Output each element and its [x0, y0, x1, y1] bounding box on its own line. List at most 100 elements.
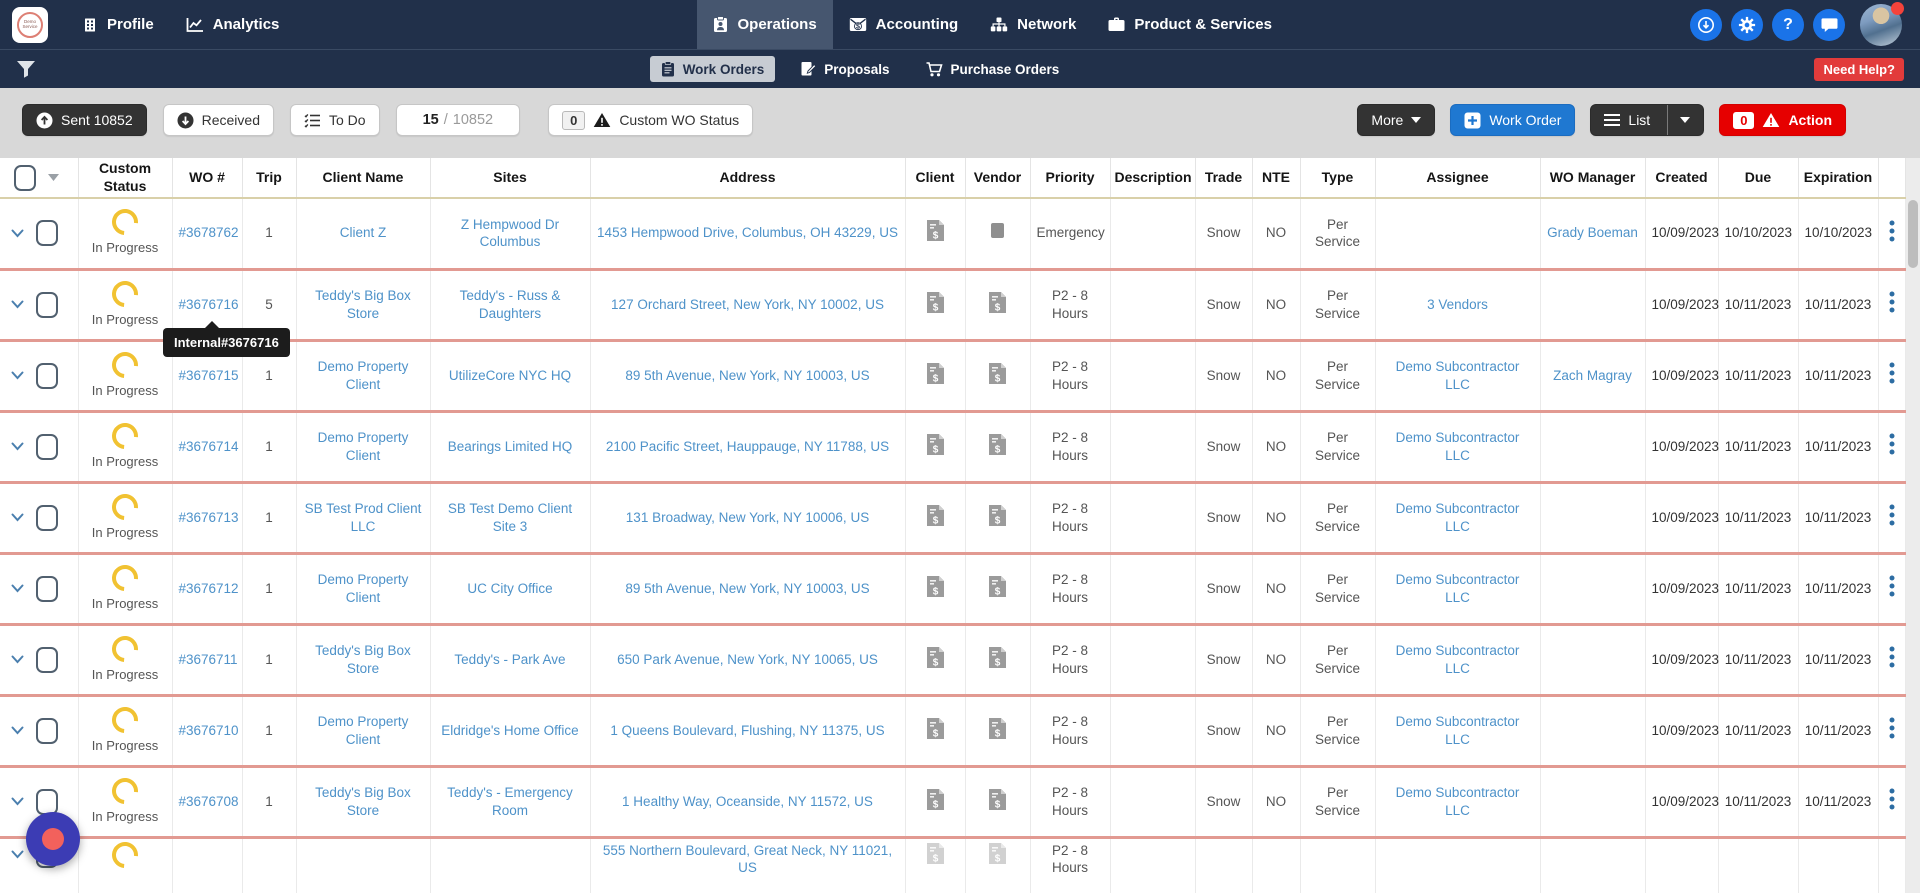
- address-link[interactable]: 131 Broadway, New York, NY 10006, US: [625, 509, 870, 525]
- nav-item-analytics[interactable]: Analytics: [170, 0, 296, 49]
- invoice-document-icon[interactable]: $: [988, 717, 1007, 740]
- row-expander-chevron-icon[interactable]: [11, 797, 24, 806]
- list-view-button[interactable]: List: [1590, 104, 1705, 136]
- column-header-trade[interactable]: Trade: [1195, 158, 1253, 198]
- row-checkbox[interactable]: [36, 717, 58, 744]
- site-link[interactable]: Teddy's - Park Ave: [454, 651, 566, 667]
- invoice-document-icon[interactable]: $: [926, 219, 945, 242]
- address-link[interactable]: 1 Queens Boulevard, Flushing, NY 11375, …: [610, 722, 885, 738]
- wo-number-link[interactable]: #3676708: [178, 793, 239, 809]
- client-name-link[interactable]: SB Test Prod Client LLC: [304, 500, 422, 534]
- address-link[interactable]: 2100 Pacific Street, Hauppauge, NY 11788…: [605, 438, 890, 454]
- wo-number-link[interactable]: #3676712: [178, 580, 239, 596]
- received-button[interactable]: Received: [162, 104, 274, 136]
- invoice-document-icon[interactable]: $: [926, 717, 945, 740]
- column-header-due[interactable]: Due: [1718, 158, 1799, 198]
- column-header-status[interactable]: Custom Status: [78, 158, 173, 198]
- row-expander-chevron-icon[interactable]: [11, 850, 24, 859]
- site-link[interactable]: Teddy's - Emergency Room: [447, 784, 573, 818]
- updates-button[interactable]: [1690, 8, 1723, 41]
- wo-number-link[interactable]: #3676715: [178, 367, 239, 383]
- column-header-type[interactable]: Type: [1300, 158, 1376, 198]
- address-link[interactable]: 650 Park Avenue, New York, NY 10065, US: [617, 651, 878, 667]
- row-menu-kebab-icon[interactable]: [1889, 220, 1895, 242]
- row-expander-chevron-icon[interactable]: [11, 655, 24, 664]
- chat-launcher-button[interactable]: [26, 812, 80, 866]
- row-menu-kebab-icon[interactable]: [1889, 646, 1895, 668]
- row-expander-chevron-icon[interactable]: [11, 726, 24, 735]
- wo-number-link[interactable]: #3676711: [178, 651, 238, 667]
- settings-button[interactable]: [1731, 8, 1764, 41]
- row-checkbox[interactable]: [36, 291, 58, 318]
- chat-button[interactable]: [1813, 8, 1846, 41]
- column-header-created[interactable]: Created: [1645, 158, 1719, 198]
- row-checkbox[interactable]: [36, 788, 58, 815]
- address-link[interactable]: 1453 Hempwood Drive, Columbus, OH 43229,…: [597, 225, 898, 241]
- site-link[interactable]: UtilizeCore NYC HQ: [448, 367, 572, 383]
- invoice-document-icon[interactable]: $: [988, 646, 1007, 669]
- wo-number-link[interactable]: #3678762: [178, 225, 239, 241]
- invoice-document-icon[interactable]: $: [988, 504, 1007, 527]
- invoice-document-icon[interactable]: $: [988, 362, 1007, 385]
- assignee-link[interactable]: Demo Subcontractor LLC: [1395, 784, 1520, 818]
- address-link[interactable]: 89 5th Avenue, New York, NY 10003, US: [625, 580, 870, 596]
- column-header-vendor_att[interactable]: Vendor: [965, 158, 1031, 198]
- need-help-badge[interactable]: Need Help?: [1814, 57, 1904, 81]
- nav-item-product-services[interactable]: Product & Services: [1092, 0, 1288, 49]
- row-expander-chevron-icon[interactable]: [11, 513, 24, 522]
- row-expander-chevron-icon[interactable]: [11, 584, 24, 593]
- invoice-document-icon[interactable]: $: [926, 362, 945, 385]
- site-link[interactable]: Bearings Limited HQ: [447, 438, 573, 454]
- invoice-document-icon[interactable]: $: [988, 842, 1007, 865]
- column-header-expiration[interactable]: Expiration: [1798, 158, 1879, 198]
- column-header-assignee[interactable]: Assignee: [1375, 158, 1541, 198]
- column-header-wo[interactable]: WO #: [172, 158, 243, 198]
- invoice-document-icon[interactable]: $: [926, 291, 945, 314]
- invoice-document-icon[interactable]: $: [926, 433, 945, 456]
- nav-item-operations[interactable]: Operations: [697, 0, 833, 49]
- row-checkbox[interactable]: [36, 220, 58, 247]
- address-link[interactable]: 555 Northern Boulevard, Great Neck, NY 1…: [602, 842, 893, 876]
- assignee-link[interactable]: Demo Subcontractor LLC: [1395, 713, 1520, 747]
- invoice-document-icon[interactable]: $: [926, 646, 945, 669]
- site-link[interactable]: Teddy's - Russ & Daughters: [459, 287, 561, 321]
- assignee-link[interactable]: 3 Vendors: [1427, 296, 1488, 312]
- tab-work-orders[interactable]: Work Orders: [649, 56, 776, 82]
- todo-button[interactable]: To Do: [290, 104, 380, 136]
- assignee-link[interactable]: Demo Subcontractor LLC: [1395, 642, 1520, 676]
- client-name-link[interactable]: Teddy's Big Box Store: [315, 287, 411, 321]
- client-name-link[interactable]: Teddy's Big Box Store: [315, 642, 411, 676]
- column-header-description[interactable]: Description: [1110, 158, 1196, 198]
- row-menu-kebab-icon[interactable]: [1889, 788, 1895, 810]
- row-checkbox[interactable]: [36, 575, 58, 602]
- sent-button[interactable]: Sent 10852: [22, 104, 147, 136]
- user-avatar[interactable]: [1860, 1, 1905, 46]
- more-button[interactable]: More: [1357, 104, 1436, 136]
- site-link[interactable]: Eldridge's Home Office: [441, 722, 579, 738]
- site-link[interactable]: Z Hempwood Dr Columbus: [460, 216, 560, 250]
- vendor-attachment-icon[interactable]: [991, 223, 1004, 239]
- custom-wo-status-button[interactable]: 0 Custom WO Status: [548, 104, 754, 136]
- row-checkbox[interactable]: [36, 504, 58, 531]
- assignee-link[interactable]: Demo Subcontractor LLC: [1395, 571, 1520, 605]
- column-header-client[interactable]: Client Name: [296, 158, 431, 198]
- column-header-nte[interactable]: NTE: [1252, 158, 1301, 198]
- column-header-client_att[interactable]: Client: [905, 158, 966, 198]
- invoice-document-icon[interactable]: $: [988, 291, 1007, 314]
- row-menu-kebab-icon[interactable]: [1889, 575, 1895, 597]
- site-link[interactable]: SB Test Demo Client Site 3: [447, 500, 573, 534]
- row-menu-kebab-icon[interactable]: [1889, 362, 1895, 384]
- scrollbar-thumb[interactable]: [1908, 200, 1918, 268]
- wo-number-link[interactable]: #3676710: [178, 722, 239, 738]
- site-link[interactable]: UC City Office: [467, 580, 553, 596]
- invoice-document-icon[interactable]: $: [926, 504, 945, 527]
- column-header-priority[interactable]: Priority: [1030, 158, 1111, 198]
- address-link[interactable]: 127 Orchard Street, New York, NY 10002, …: [611, 296, 884, 312]
- row-expander-chevron-icon[interactable]: [11, 300, 24, 309]
- column-header-site[interactable]: Sites: [430, 158, 591, 198]
- row-expander-chevron-icon[interactable]: [11, 442, 24, 451]
- wo-number-link[interactable]: #3676713: [178, 509, 239, 525]
- row-checkbox[interactable]: [36, 646, 58, 673]
- invoice-document-icon[interactable]: $: [988, 575, 1007, 598]
- client-name-link[interactable]: Teddy's Big Box Store: [315, 784, 411, 818]
